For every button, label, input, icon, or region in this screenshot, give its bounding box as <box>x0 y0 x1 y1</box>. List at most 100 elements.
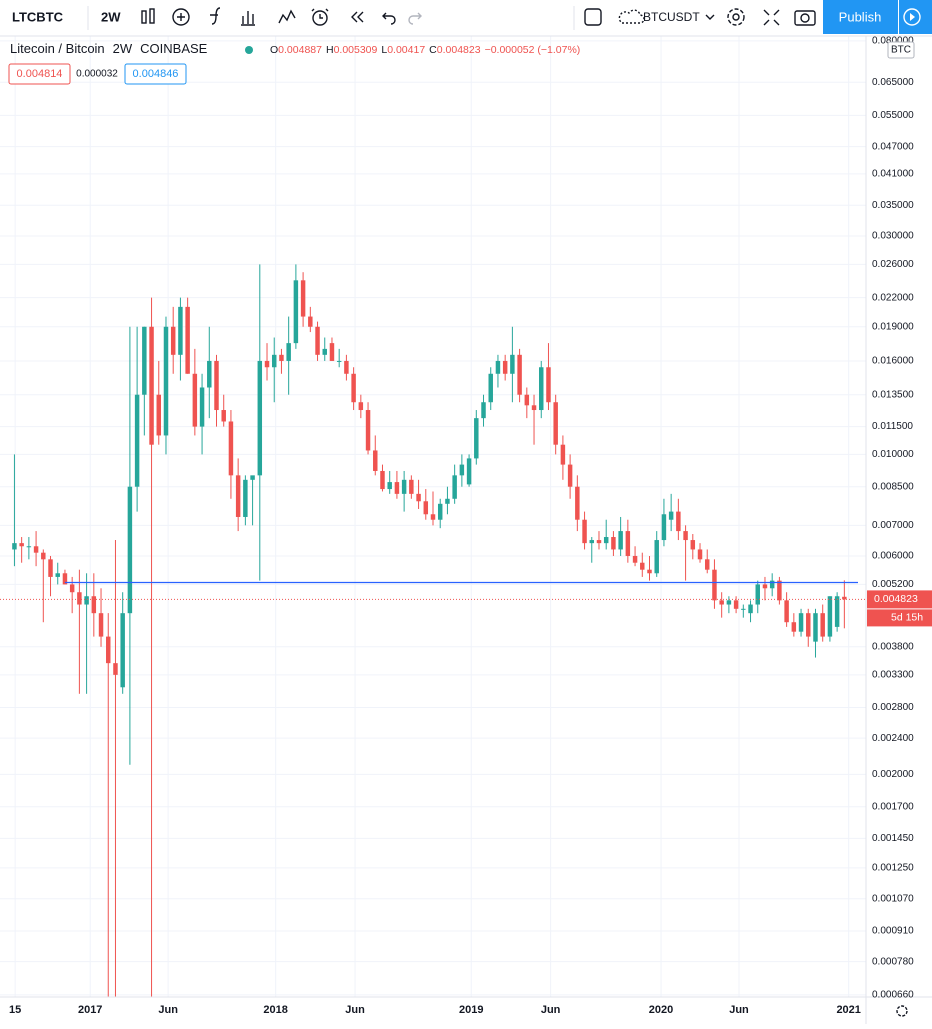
bid[interactable]: 0.004814 <box>17 68 63 80</box>
y-tick-label: 0.001250 <box>872 863 914 874</box>
candle-body <box>235 475 241 517</box>
symbol[interactable]: LTCBTC <box>12 9 64 24</box>
y-tick-label: 0.016000 <box>872 356 914 367</box>
candle-body <box>834 596 840 627</box>
candle-body <box>676 511 681 532</box>
candle-body <box>19 543 24 547</box>
y-axis: 0.080000 0.065000 0.055000 0.047000 0.041000… <box>872 36 914 1001</box>
candle-body <box>813 613 818 642</box>
candle-body <box>156 394 162 436</box>
candle-body <box>466 458 472 485</box>
ask[interactable]: 0.004846 <box>133 68 179 80</box>
candle-body <box>315 326 320 355</box>
candle-body <box>149 326 154 445</box>
candle-body <box>401 479 407 494</box>
candle-body <box>827 596 833 637</box>
candle-body <box>199 387 205 427</box>
candle-body <box>459 464 465 476</box>
y-tick-label: 0.008500 <box>872 481 914 492</box>
y-tick-label: 0.080000 <box>872 36 914 47</box>
candle-body <box>243 479 248 517</box>
candle-body <box>26 546 32 548</box>
candle-body <box>647 569 652 574</box>
candle-body <box>502 360 508 374</box>
interval[interactable]: 2W <box>101 9 121 24</box>
y-tick-label: 0.003300 <box>872 669 914 680</box>
candle-body <box>712 569 717 601</box>
candle-body <box>560 444 566 465</box>
candle-body <box>409 479 414 494</box>
toolbar-icons[interactable] <box>141 7 816 26</box>
candle-body <box>820 613 825 637</box>
toolbar-bg <box>0 0 932 36</box>
candle-body <box>300 280 306 317</box>
x-tick-label: Jun <box>345 1004 365 1016</box>
candle-body <box>575 486 580 520</box>
y-tick-label: 0.055000 <box>872 110 914 121</box>
candle-body <box>784 600 789 623</box>
y-tick-label: 0.035000 <box>872 200 914 211</box>
candle-body <box>308 316 313 327</box>
y-tick-label: 0.001070 <box>872 893 914 904</box>
candle-body <box>733 600 739 609</box>
candle-body <box>344 360 349 374</box>
candle-body <box>134 394 140 487</box>
countdown-box <box>867 609 932 627</box>
x-tick-label: Jun <box>541 1004 561 1016</box>
y-tick-label: 0.030000 <box>872 231 914 242</box>
y-tick-label: 0.011500 <box>872 421 913 432</box>
y-tick-label: 0.026000 <box>872 259 914 270</box>
candle-body <box>524 394 530 406</box>
candle-body <box>769 580 775 589</box>
candle-body <box>481 402 486 419</box>
ask-box[interactable] <box>124 63 187 85</box>
candle-body <box>98 613 104 637</box>
candle-body <box>33 546 39 553</box>
x-tick-label: 2017 <box>78 1004 102 1016</box>
y-tick-label: 0.002000 <box>872 769 914 780</box>
candle-body <box>12 543 17 550</box>
candle-body <box>430 514 436 520</box>
candle-body <box>762 584 768 589</box>
settings-icon[interactable] <box>896 1005 908 1017</box>
y-tick-label: 0.007000 <box>872 520 914 531</box>
candle-body <box>423 501 429 515</box>
legend-change: −0.000052 (−1.07%) <box>485 44 581 56</box>
y-tick-label: 0.002400 <box>872 733 914 744</box>
candle-body <box>192 373 198 427</box>
compare-symbol[interactable]: BTCUSDT <box>643 10 700 24</box>
candle-body <box>142 326 147 395</box>
candle-body <box>373 450 378 471</box>
last-price-box <box>867 590 932 609</box>
candle-body <box>106 636 111 664</box>
candle-body <box>55 573 60 577</box>
candle-body <box>387 482 392 490</box>
bid-box[interactable] <box>8 63 71 85</box>
y-tick-label: 0.001700 <box>872 801 914 812</box>
candle-body <box>539 367 544 411</box>
candle-body <box>474 418 479 459</box>
publish-label[interactable]: Publish <box>839 9 882 24</box>
y-tick-label: 0.000660 <box>872 990 914 1001</box>
legend-title: Litecoin / Bitcoin 2W COINBASE <box>10 41 208 56</box>
candle-body <box>777 580 782 601</box>
countdown: 5d 15h <box>891 612 923 624</box>
y-tick-label: 0.001450 <box>872 833 914 844</box>
legend-symbol: Litecoin / Bitcoin <box>10 41 105 56</box>
legend: Litecoin / Bitcoin 2W COINBASE O0.004887 H0… <box>8 41 580 85</box>
candle-body <box>228 421 234 476</box>
candle-body <box>62 573 68 585</box>
candle-body <box>279 354 284 361</box>
legend-open: 0.004887 <box>278 44 322 56</box>
x-tick-label: 2021 <box>836 1004 860 1016</box>
publish-button[interactable] <box>823 0 898 34</box>
candle-body <box>668 511 674 520</box>
currency-box <box>887 41 915 59</box>
legend-ohlc: O0.004887 H0.005309 L0.00417 C0.004823 −0.00… <box>270 44 580 56</box>
candle-body <box>445 498 450 504</box>
y-tick-label: 0.002800 <box>872 702 914 713</box>
candle-body <box>697 549 703 560</box>
candle-body <box>365 410 371 451</box>
candle-body <box>517 354 522 395</box>
candle-body <box>632 555 638 563</box>
